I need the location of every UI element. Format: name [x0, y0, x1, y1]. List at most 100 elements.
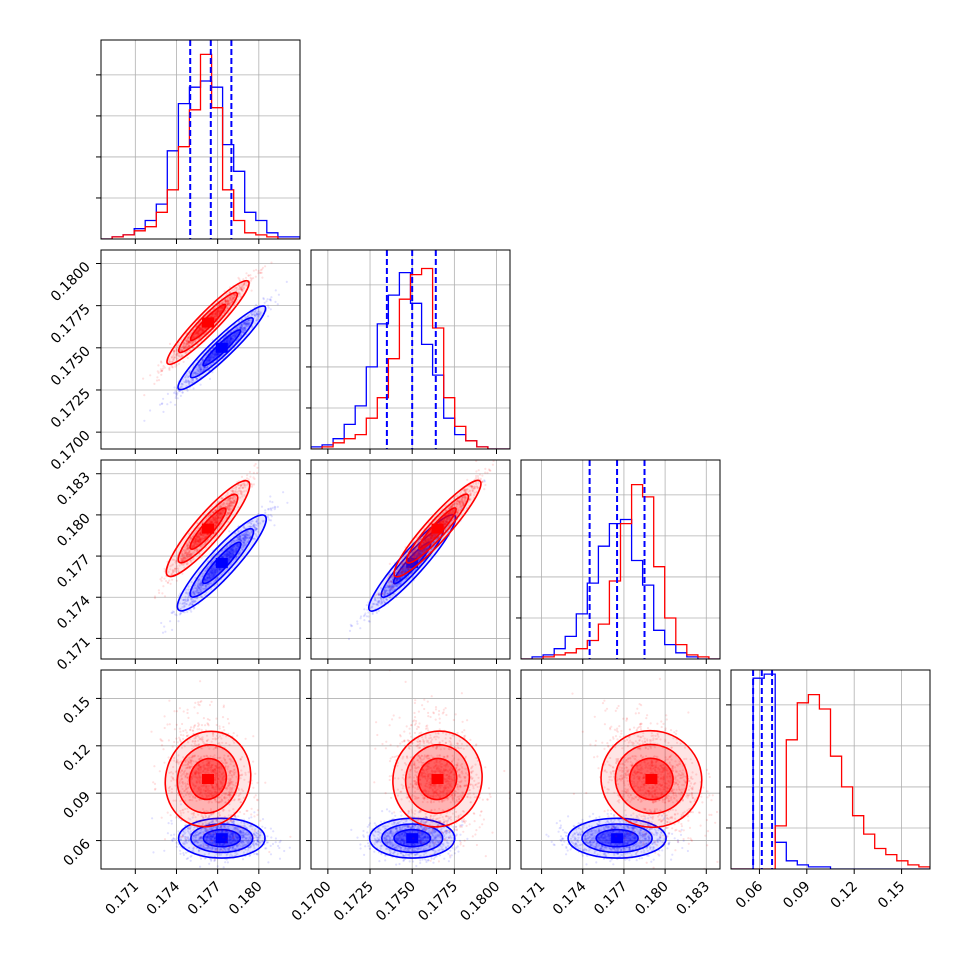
- scatter-dot: [215, 353, 218, 356]
- scatter-dot: [194, 331, 198, 334]
- scatter-dot: [241, 288, 244, 291]
- scatter-dot: [240, 327, 243, 330]
- scatter-dot: [196, 332, 199, 335]
- scatter-dot: [153, 597, 157, 600]
- scatter-dot: [175, 579, 178, 582]
- scatter-dot: [226, 339, 229, 343]
- panel-content: [311, 460, 510, 659]
- scatter-dot: [160, 579, 163, 582]
- scatter-dot: [183, 341, 186, 344]
- scatter-dot: [155, 379, 159, 382]
- scatter-dot: [242, 331, 245, 334]
- scatter-dot: [192, 372, 195, 375]
- scatter-dot: [203, 366, 206, 369]
- scatter-dot: [207, 359, 210, 362]
- scatter-dot: [227, 302, 230, 305]
- scatter-dot: [214, 313, 217, 316]
- scatter-dot: [233, 294, 236, 297]
- scatter-dot: [242, 327, 245, 330]
- scatter-dot: [228, 299, 231, 302]
- scatter-dot: [246, 315, 250, 318]
- scatter-dot: [183, 380, 186, 383]
- scatter-dot: [215, 354, 218, 357]
- scatter-dot: [224, 299, 227, 302]
- scatter-dot: [241, 328, 244, 331]
- scatter-dot: [238, 325, 241, 328]
- scatter-dot: [143, 419, 146, 422]
- scatter-dot: [229, 339, 232, 342]
- scatter-dot: [230, 336, 233, 339]
- scatter-dot: [207, 360, 210, 363]
- scatter-dot: [242, 286, 246, 289]
- scatter-dot: [192, 335, 195, 338]
- scatter-dot: [171, 578, 174, 581]
- scatter-dot: [186, 376, 189, 379]
- scatter-dot: [168, 358, 171, 361]
- scatter-dot: [161, 402, 164, 405]
- scatter-dot: [202, 328, 205, 331]
- scatter-dot: [240, 475, 244, 478]
- scatter-dot: [153, 382, 156, 385]
- scatter-dot: [192, 335, 195, 338]
- scatter-dot: [163, 625, 166, 628]
- scatter-dot: [217, 313, 220, 316]
- scatter-dot: [256, 471, 259, 474]
- scatter-dot: [160, 576, 163, 579]
- scatter-dot: [185, 341, 188, 344]
- scatter-dot: [228, 297, 231, 300]
- scatter-dot: [260, 505, 264, 508]
- scatter-dot: [241, 328, 244, 331]
- scatter-dot: [204, 327, 207, 330]
- scatter-dot: [201, 328, 204, 331]
- scatter-dot: [188, 349, 191, 352]
- scatter-dot: [225, 340, 228, 343]
- scatter-dot: [183, 343, 186, 347]
- scatter-dot: [243, 321, 247, 324]
- scatter-dot: [245, 282, 248, 285]
- scatter-dot: [226, 338, 230, 341]
- scatter-dot: [226, 302, 229, 306]
- scatter-dot: [158, 403, 162, 406]
- scatter-dot: [215, 311, 218, 314]
- scatter-dot: [182, 347, 185, 350]
- scatter-dot: [248, 319, 251, 322]
- scatter-dot: [208, 357, 211, 360]
- scatter-dot: [212, 352, 215, 355]
- scatter-dot: [231, 337, 234, 340]
- scatter-dot: [201, 328, 204, 331]
- scatter-dot: [186, 356, 189, 360]
- scatter-dot: [205, 366, 209, 370]
- scatter-dot: [198, 336, 201, 339]
- scatter-dot: [202, 327, 205, 330]
- scatter-dot: [217, 310, 220, 313]
- scatter-dot: [208, 359, 211, 362]
- scatter-dot: [214, 355, 217, 358]
- scatter-dot: [239, 283, 242, 286]
- scatter-dot: [251, 326, 254, 329]
- scatter-dot: [180, 382, 183, 385]
- scatter-dot: [184, 376, 187, 379]
- scatter-dot: [207, 358, 210, 361]
- scatter-dot: [229, 337, 232, 340]
- scatter-dot: [246, 322, 249, 325]
- scatter-dot: [199, 328, 202, 331]
- scatter-dot: [270, 296, 273, 299]
- scatter-dot: [214, 314, 217, 317]
- scatter-dot: [231, 299, 234, 302]
- scatter-dot: [199, 366, 202, 369]
- scatter-dot: [191, 381, 194, 384]
- scatter-dot: [225, 292, 228, 296]
- scatter-dot: [252, 476, 255, 479]
- scatter-dot: [195, 377, 198, 380]
- scatter-dot: [228, 340, 231, 343]
- scatter-dot: [239, 286, 242, 289]
- scatter-dot: [212, 313, 215, 316]
- scatter-dot: [202, 329, 205, 332]
- scatter-dot: [191, 341, 194, 344]
- scatter-dot: [196, 332, 199, 335]
- scatter-dot: [186, 337, 190, 340]
- scatter-dot: [206, 365, 209, 368]
- scatter-dot: [220, 307, 223, 310]
- scatter-dot: [193, 371, 196, 374]
- scatter-dot: [165, 579, 168, 583]
